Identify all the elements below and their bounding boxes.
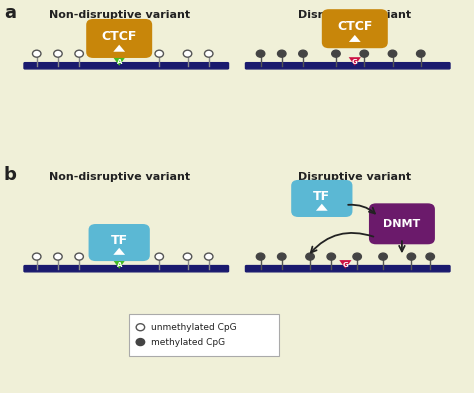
Text: Non-disruptive variant: Non-disruptive variant <box>49 10 190 20</box>
FancyBboxPatch shape <box>322 9 388 48</box>
Polygon shape <box>316 204 328 211</box>
Circle shape <box>183 253 192 260</box>
Text: G: G <box>343 262 348 268</box>
Circle shape <box>204 50 213 57</box>
Circle shape <box>277 253 286 260</box>
Polygon shape <box>113 248 125 255</box>
Text: CTCF: CTCF <box>337 20 373 33</box>
FancyBboxPatch shape <box>24 266 228 272</box>
Circle shape <box>75 50 83 57</box>
Circle shape <box>379 253 387 260</box>
Circle shape <box>136 338 145 345</box>
Circle shape <box>136 324 145 331</box>
Text: CTCF: CTCF <box>101 30 137 43</box>
Circle shape <box>256 253 265 260</box>
Text: TF: TF <box>110 234 128 247</box>
FancyBboxPatch shape <box>369 203 435 244</box>
Circle shape <box>204 253 213 260</box>
Circle shape <box>306 253 314 260</box>
Text: Non-disruptive variant: Non-disruptive variant <box>49 172 190 182</box>
Polygon shape <box>113 45 125 52</box>
Circle shape <box>327 253 336 260</box>
Polygon shape <box>339 260 352 269</box>
Polygon shape <box>349 57 361 66</box>
Text: A: A <box>117 262 122 268</box>
Circle shape <box>426 253 435 260</box>
Text: Disruptive variant: Disruptive variant <box>298 10 411 20</box>
Polygon shape <box>113 260 125 269</box>
Circle shape <box>183 50 192 57</box>
Text: a: a <box>4 4 16 22</box>
Circle shape <box>299 50 307 57</box>
FancyBboxPatch shape <box>128 314 279 356</box>
FancyBboxPatch shape <box>24 62 228 69</box>
Polygon shape <box>349 35 361 42</box>
Text: unmethylated CpG: unmethylated CpG <box>151 323 237 332</box>
FancyBboxPatch shape <box>89 224 150 261</box>
Circle shape <box>54 50 62 57</box>
Text: methylated CpG: methylated CpG <box>151 338 225 347</box>
Circle shape <box>155 50 164 57</box>
Circle shape <box>277 50 286 57</box>
Polygon shape <box>113 57 125 66</box>
Text: b: b <box>3 166 16 184</box>
Circle shape <box>256 50 265 57</box>
Circle shape <box>75 253 83 260</box>
Circle shape <box>33 50 41 57</box>
Text: DNMT: DNMT <box>383 219 420 229</box>
FancyBboxPatch shape <box>246 62 450 69</box>
Circle shape <box>353 253 361 260</box>
FancyBboxPatch shape <box>246 266 450 272</box>
Circle shape <box>360 50 368 57</box>
Text: TF: TF <box>313 190 330 203</box>
Circle shape <box>388 50 397 57</box>
FancyBboxPatch shape <box>291 180 353 217</box>
Circle shape <box>417 50 425 57</box>
Text: Disruptive variant: Disruptive variant <box>298 172 411 182</box>
Circle shape <box>407 253 416 260</box>
FancyBboxPatch shape <box>86 19 152 58</box>
Circle shape <box>54 253 62 260</box>
Circle shape <box>33 253 41 260</box>
Text: A: A <box>117 59 122 65</box>
Circle shape <box>332 50 340 57</box>
Text: G: G <box>352 59 358 65</box>
Circle shape <box>155 253 164 260</box>
